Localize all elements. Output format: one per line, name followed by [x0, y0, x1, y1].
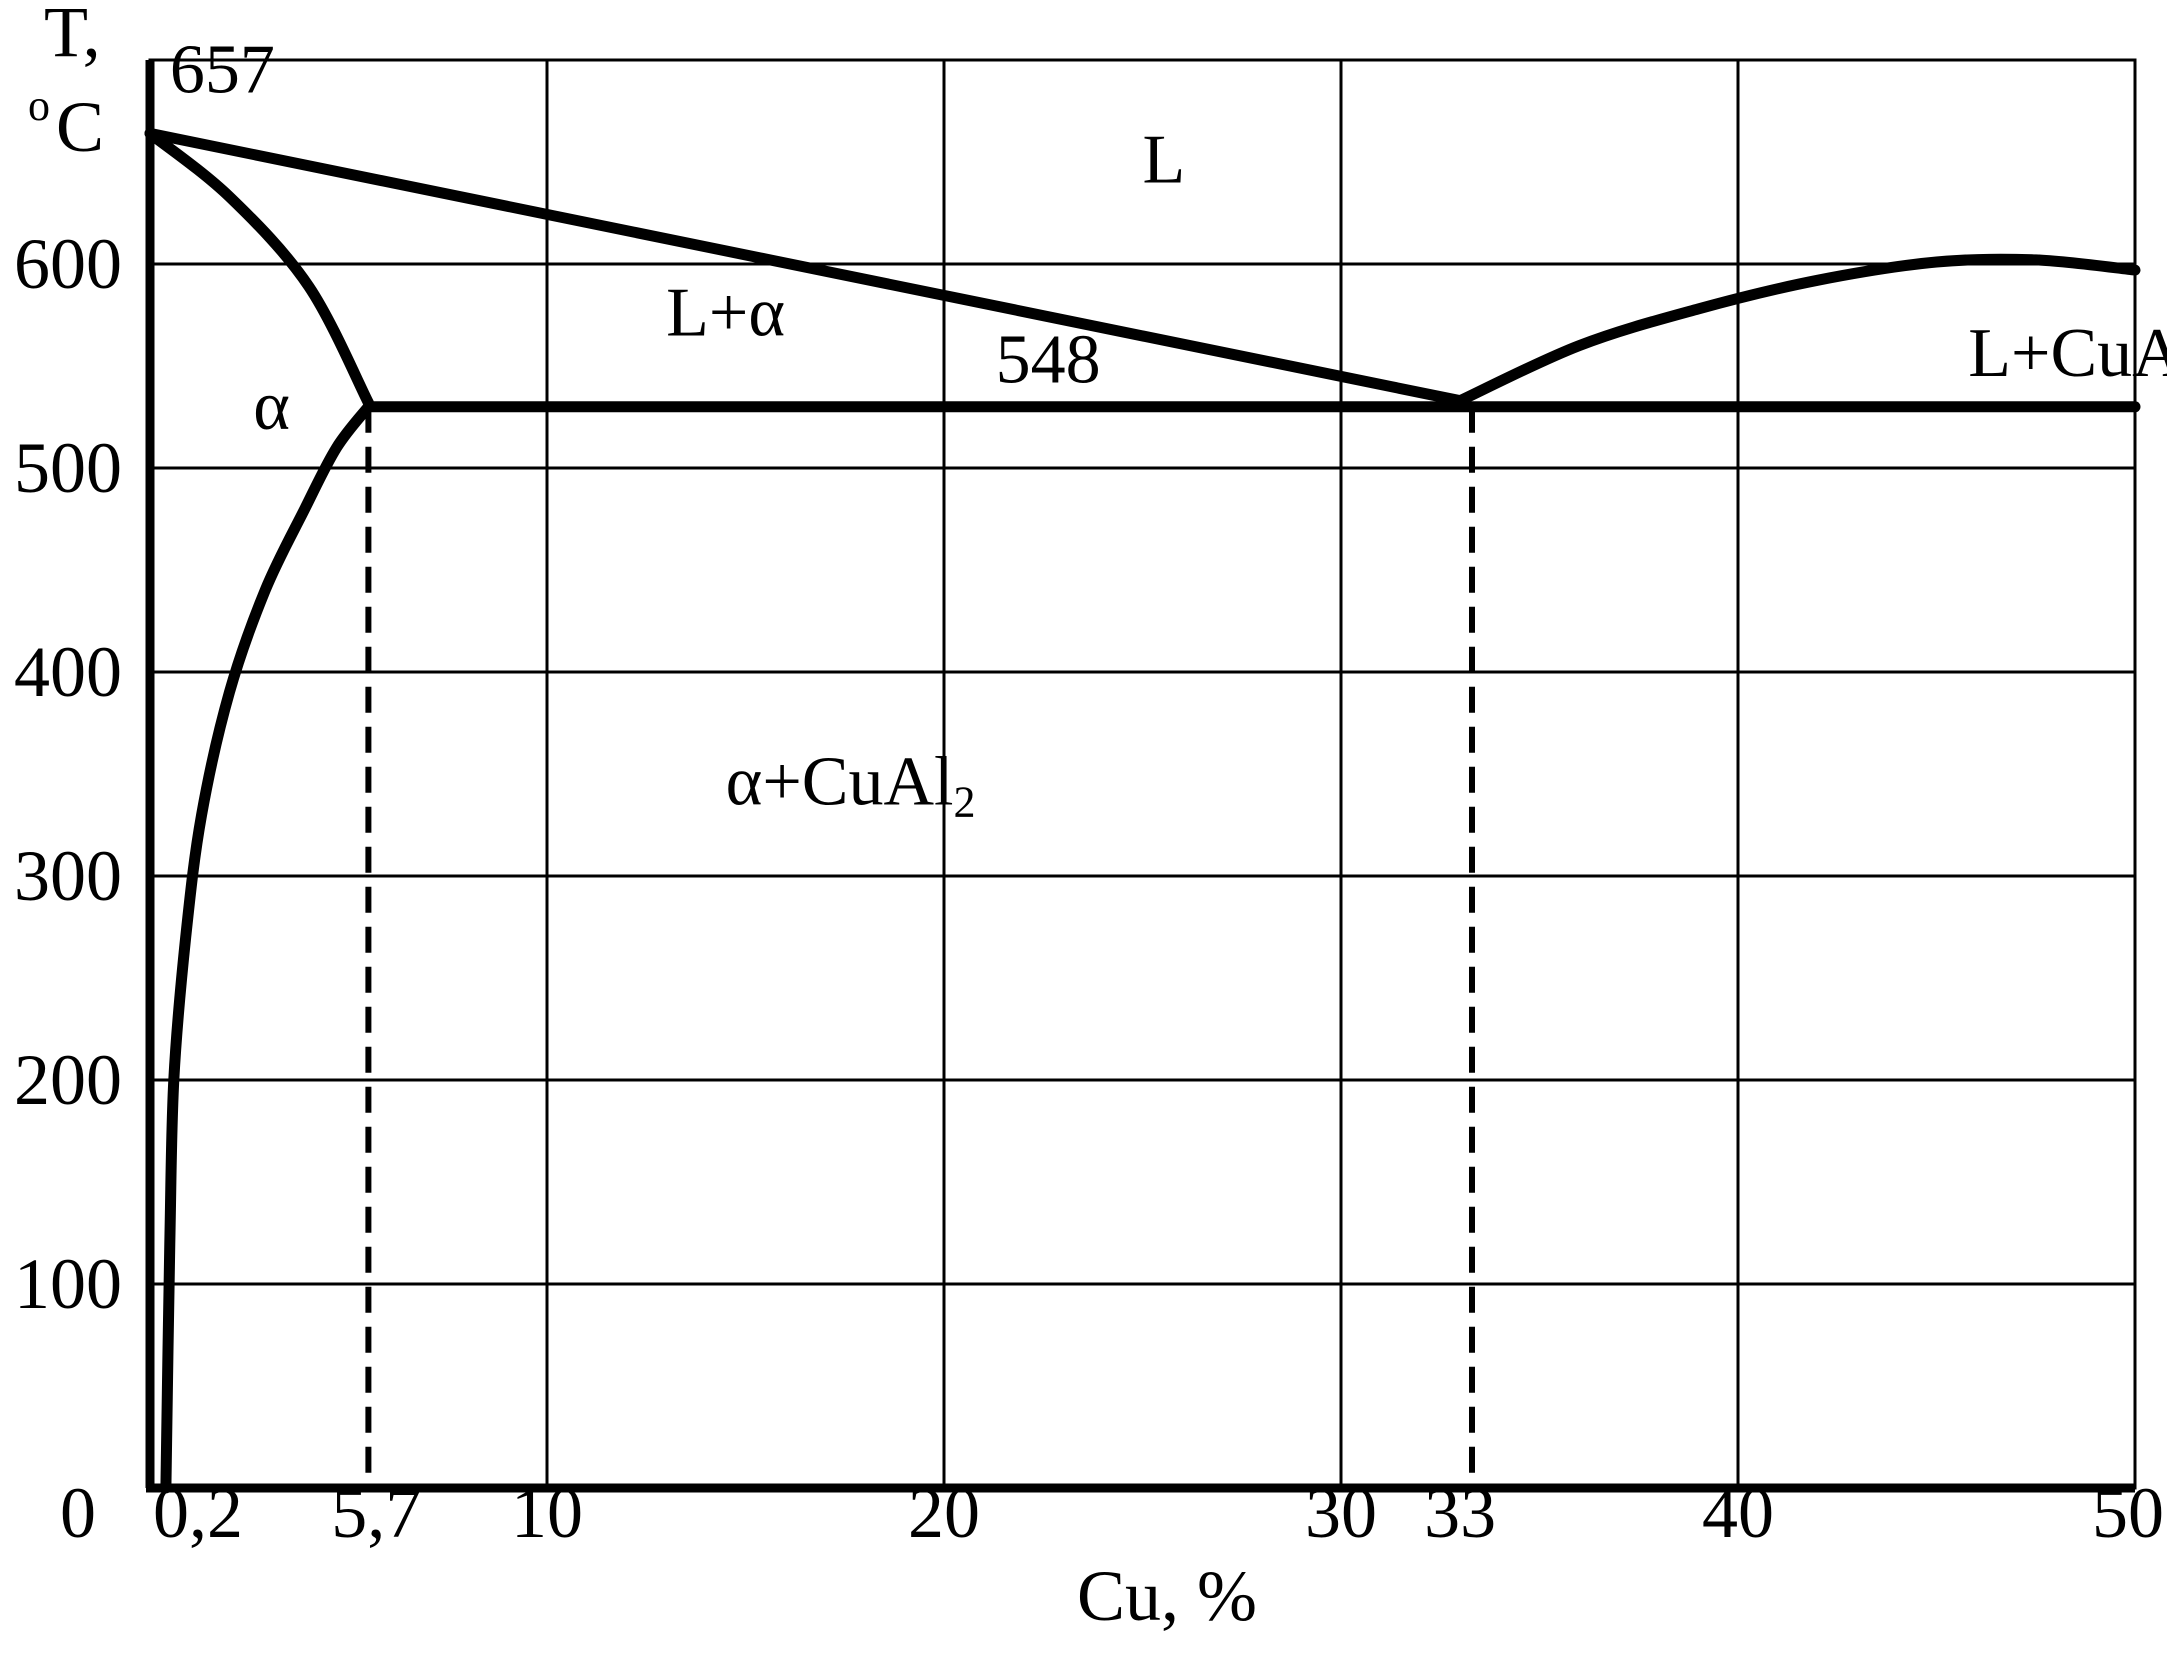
x-tick-label-3: 10: [511, 1473, 583, 1553]
y-tick-label-5: 600: [14, 224, 122, 304]
annotation-region-l-cual2: L+CuAl2: [1968, 315, 2167, 398]
x-tick-label-0: 0: [60, 1473, 96, 1553]
y-axis-title: T,: [44, 0, 101, 72]
x-tick-label-1: 0,2: [153, 1473, 243, 1553]
x-axis-title: Cu, %: [1077, 1556, 1257, 1636]
x-tick-label-5: 30: [1305, 1473, 1377, 1553]
series-solidus: [144, 127, 374, 409]
x-tick-label-2: 5,7: [331, 1473, 421, 1553]
x-tick-label-8: 50: [2092, 1473, 2164, 1553]
annotation-melting-point: 657: [170, 32, 275, 109]
x-tick-label-4: 20: [908, 1473, 980, 1553]
x-tick-label-7: 40: [1702, 1473, 1774, 1553]
y-tick-label-4: 500: [14, 428, 122, 508]
y-tick-label-0: 100: [14, 1244, 122, 1324]
annotation-eutectic-temp: 548: [996, 321, 1101, 398]
y-axis-degree: o: [28, 81, 50, 130]
series-liquidus-left: [144, 127, 1466, 407]
annotation-region-alpha: α: [253, 368, 290, 445]
y-tick-label-3: 400: [14, 632, 122, 712]
annotation-region-l-alpha: L+α: [666, 274, 785, 351]
series-liquidus-right: [1454, 253, 2141, 407]
series-solvus: [160, 401, 374, 1494]
y-tick-label-1: 200: [14, 1040, 122, 1120]
x-tick-label-6: 33: [1424, 1473, 1496, 1553]
annotation-region-alpha-cual2: α+CuAl2: [726, 744, 976, 827]
label-layer: 0 0,2 5,7 10 20 30 33 40 50 100 200 300 400 500 600 657…: [14, 32, 2167, 1553]
y-axis-unit: C: [56, 87, 104, 167]
y-tick-label-2: 300: [14, 836, 122, 916]
annotation-region-l: L: [1143, 121, 1186, 198]
curve-layer: [144, 127, 2141, 1494]
annotation-region-alpha-cual2-subscript: 2: [953, 778, 975, 827]
